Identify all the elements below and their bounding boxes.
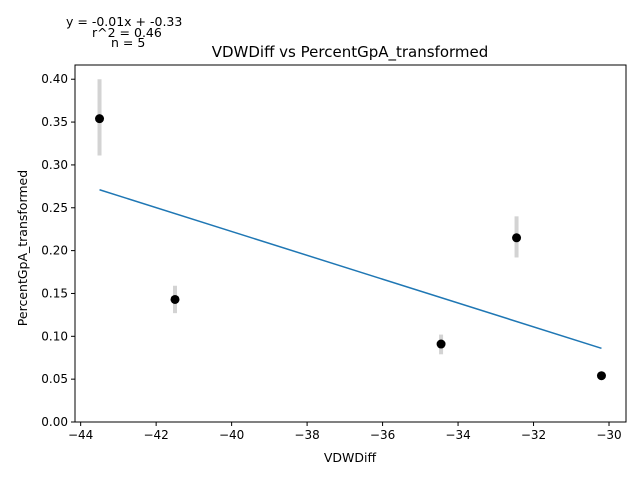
y-axis-label: PercentGpA_transformed [15,170,30,326]
data-point [436,339,446,349]
axes-frame [74,64,627,423]
equation-annotation: y = -0.01x + -0.33 [66,14,182,29]
y-tick-label: 0.00 [41,415,68,429]
r-squared-annotation: r^2 = 0.46 [92,25,162,40]
data-point-layer [95,114,606,381]
x-tick-label: −30 [596,428,621,442]
x-axis-label: VDWDiff [324,450,377,465]
data-point [95,114,105,124]
chart-title: VDWDiff vs PercentGpA_transformed [212,43,489,62]
x-tick-label: −34 [445,428,470,442]
x-tick-label: −44 [68,428,93,442]
x-tick-label: −36 [370,428,395,442]
y-tick-label: 0.35 [41,115,68,129]
x-tick-label: −40 [219,428,244,442]
data-point [512,233,522,243]
x-tick-label: −32 [521,428,546,442]
x-tick-label: −38 [294,428,319,442]
data-point [170,294,180,304]
y-axis-ticks: 0.00 0.05 0.10 0.15 0.20 0.25 0.30 0.35 0.40 [41,72,75,429]
y-tick-label: 0.20 [41,244,68,258]
x-tick-label: −42 [143,428,168,442]
x-axis-ticks: −44 −42 −40 −38 −36 −34 −32 −30 [68,422,622,442]
y-tick-label: 0.15 [41,286,68,300]
regression-line [99,189,602,350]
y-tick-label: 0.30 [41,158,68,172]
data-point [596,371,606,381]
y-tick-label: 0.05 [41,372,68,386]
y-tick-label: 0.10 [41,329,68,343]
y-tick-label: 0.25 [41,201,68,215]
n-annotation: n = 5 [111,35,145,50]
y-tick-label: 0.40 [41,72,68,86]
fit-line-layer [99,189,602,350]
